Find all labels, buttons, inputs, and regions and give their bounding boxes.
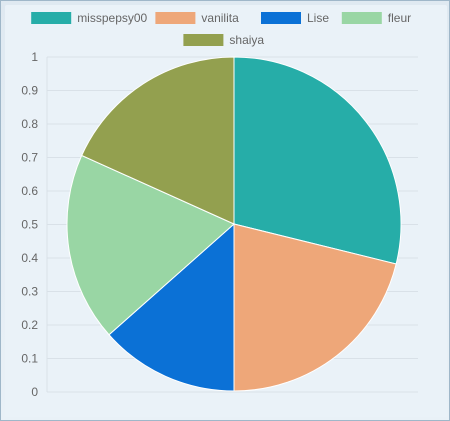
pie-slice-Lise[interactable]	[108, 222, 235, 392]
legend-label-fleur[interactable]: fleur	[388, 11, 411, 25]
y-tick-label: 0.4	[21, 251, 38, 265]
y-tick-label: 0.8	[21, 117, 38, 131]
pie-slice-shaiya[interactable]	[81, 56, 235, 225]
legend-swatch-misspepsy00[interactable]	[31, 12, 72, 24]
legend-label-Lise[interactable]: Lise	[307, 11, 329, 25]
legend-swatch-fleur[interactable]	[341, 12, 382, 24]
y-tick-label: 0.6	[21, 184, 38, 198]
y-tick-label: 0.7	[21, 151, 38, 165]
pie-slices	[66, 56, 402, 392]
legend-swatch-vanilita[interactable]	[155, 12, 196, 24]
legend: misspepsy00 vanilita Lise fleur shaiya	[31, 11, 411, 47]
y-tick-label: 0.5	[21, 218, 38, 232]
y-tick-label: 0.3	[21, 285, 38, 299]
pie-slice-vanilita[interactable]	[233, 223, 397, 392]
legend-label-shaiya[interactable]: shaiya	[229, 33, 264, 47]
legend-swatch-Lise[interactable]	[261, 12, 301, 24]
legend-label-misspepsy00[interactable]: misspepsy00	[77, 11, 147, 25]
y-tick-label: 0.9	[21, 84, 38, 98]
y-tick-label: 0.1	[21, 352, 38, 366]
pie-slice-misspepsy00[interactable]	[233, 56, 402, 265]
legend-label-vanilita[interactable]: vanilita	[201, 11, 239, 25]
legend-swatch-shaiya[interactable]	[183, 34, 224, 46]
y-tick-label: 1	[31, 50, 38, 64]
pie-slice-fleur[interactable]	[66, 154, 235, 336]
y-tick-label: 0	[31, 385, 38, 399]
y-tick-label: 0.2	[21, 318, 38, 332]
